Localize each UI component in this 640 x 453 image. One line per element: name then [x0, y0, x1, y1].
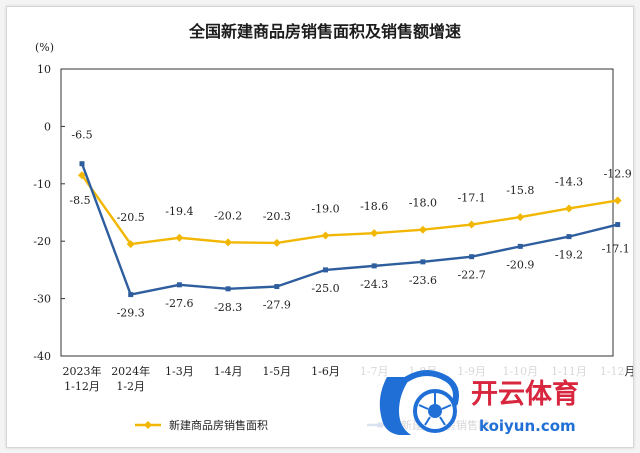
plot-border [60, 68, 614, 357]
data-label: -25.0 [311, 282, 339, 295]
data-label: -20.5 [117, 211, 145, 224]
x-tick-label: 2024年 [111, 364, 150, 378]
data-point [467, 220, 476, 229]
data-label: -18.0 [409, 197, 437, 210]
watermark: 开云体育 koiyun.com [357, 363, 625, 443]
data-label: -19.4 [165, 205, 193, 218]
data-point [126, 240, 135, 249]
data-label: -15.8 [506, 184, 534, 197]
data-point [272, 238, 281, 247]
data-point [516, 213, 525, 222]
data-point [79, 161, 85, 167]
data-label: -22.7 [457, 269, 485, 282]
x-tick-label: 1-12月 [64, 380, 100, 393]
data-label: -12.9 [604, 167, 632, 180]
data-point [370, 229, 379, 238]
y-axis-unit: (%) [35, 41, 54, 54]
watermark-brand-text: 开云体育 [471, 378, 579, 410]
x-tick-label: 1-4月 [214, 365, 243, 378]
data-point [176, 282, 182, 288]
data-point [323, 267, 328, 273]
legend-label: 新建商品房销售面积 [169, 418, 268, 432]
plot-area: 10 0 -10 -20 -30 -40 2023年 1-12月 2024年 1-2月 1-3月 1-… [33, 63, 633, 393]
data-label: -24.3 [360, 278, 388, 291]
data-label: -29.3 [117, 307, 145, 320]
data-point [225, 286, 231, 292]
data-label: -14.3 [555, 175, 583, 188]
chart-title: 全国新建商品房销售面积及销售额增速 [188, 22, 461, 41]
data-label: -23.6 [409, 274, 437, 287]
data-point [128, 292, 134, 298]
data-label: -20.3 [263, 210, 291, 223]
chart: 全国新建商品房销售面积及销售额增速 (%) 10 0 -10 -20 -30 -40 202… [33, 22, 633, 443]
data-point [615, 222, 621, 228]
series-line [80, 163, 618, 296]
data-label: -20.2 [214, 209, 242, 222]
y-tick-label: 0 [44, 120, 51, 133]
data-label: -19.2 [555, 249, 583, 262]
chart-frame: 全国新建商品房销售面积及销售额增速 (%) 10 0 -10 -20 -30 -40 202… [6, 6, 634, 448]
y-tick-label: -10 [33, 178, 51, 191]
data-label: -27.9 [263, 299, 291, 312]
data-point [78, 171, 86, 180]
x-tick-label: 1-5月 [262, 365, 291, 378]
data-point [420, 259, 426, 265]
watermark-k-shape [379, 377, 411, 435]
data-label: -20.9 [506, 258, 534, 271]
y-tick-label: -40 [33, 350, 51, 363]
watermark-k-arm [404, 370, 459, 406]
data-point [469, 254, 475, 260]
data-point [175, 233, 184, 242]
watermark-url-text: koiyun.com [479, 417, 576, 435]
y-tick-label: 10 [37, 63, 51, 76]
data-label: -27.6 [165, 297, 193, 310]
y-tick-label: -20 [33, 235, 51, 248]
data-point [565, 204, 573, 213]
data-label: -17.1 [602, 243, 630, 256]
x-tick-label: 1-6月 [311, 365, 340, 378]
data-point [321, 231, 330, 240]
data-point [566, 234, 572, 240]
legend-marker [144, 421, 152, 429]
data-label: -17.1 [457, 192, 485, 205]
y-tick-label: -30 [33, 293, 51, 306]
data-point [371, 263, 377, 269]
data-label: -8.5 [69, 194, 90, 207]
data-point [274, 284, 280, 290]
data-point [418, 225, 427, 234]
series-line [81, 174, 618, 246]
data-point [224, 238, 233, 247]
x-tick-label: 2023年 [63, 364, 102, 378]
x-tick-label: 1-2月 [116, 380, 145, 393]
watermark-ball-seams [418, 393, 452, 426]
data-label: -19.0 [311, 202, 339, 215]
data-label: -6.5 [71, 129, 92, 142]
data-point [517, 243, 523, 249]
data-label: -28.3 [214, 301, 242, 314]
data-point [613, 196, 622, 205]
watermark-ball-panel [428, 404, 442, 418]
data-label: -18.6 [360, 200, 388, 213]
x-tick-label: 1-3月 [165, 365, 194, 378]
